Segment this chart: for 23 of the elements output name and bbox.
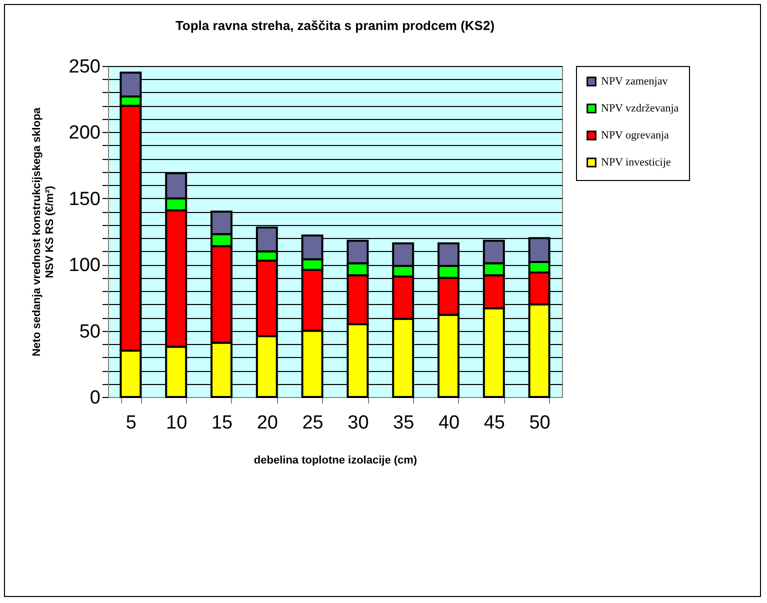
legend-label: NPV vzdrževanja xyxy=(601,102,679,114)
y-tick-label: 0 xyxy=(90,388,100,408)
legend-label: NPV investicije xyxy=(601,156,671,168)
x-tick-label: 5 xyxy=(126,412,136,434)
x-tick-label: 45 xyxy=(484,412,505,434)
legend-label: NPV ogrevanja xyxy=(601,130,670,142)
x-tick-label: 10 xyxy=(166,412,188,434)
x-tick-label: 30 xyxy=(348,412,369,434)
x-tick-label: 20 xyxy=(256,412,278,434)
x-axis-title: debelina toplotne izolacije (cm) xyxy=(254,454,418,466)
x-tick-label: 15 xyxy=(211,412,233,434)
y-tick-label: 250 xyxy=(68,56,100,78)
y-tick-label: 50 xyxy=(79,321,100,342)
y-tick-label: 150 xyxy=(68,188,100,210)
y-tick-label: 200 xyxy=(68,122,100,144)
y-tick-label: 100 xyxy=(68,255,100,276)
x-tick-label: 35 xyxy=(393,412,414,434)
y-axis-title: Neto sedanja vrednost konstrukcijskega sklopa NSV KS RS (€/m²) xyxy=(30,106,56,356)
chart-title: Topla ravna streha, zaščita s pranim prodcem (KS2) xyxy=(175,18,495,33)
x-tick-label: 50 xyxy=(529,412,550,434)
legend-label: NPV zamenjav xyxy=(601,76,668,88)
x-tick-label: 40 xyxy=(438,412,460,434)
x-tick-label: 25 xyxy=(302,412,324,434)
